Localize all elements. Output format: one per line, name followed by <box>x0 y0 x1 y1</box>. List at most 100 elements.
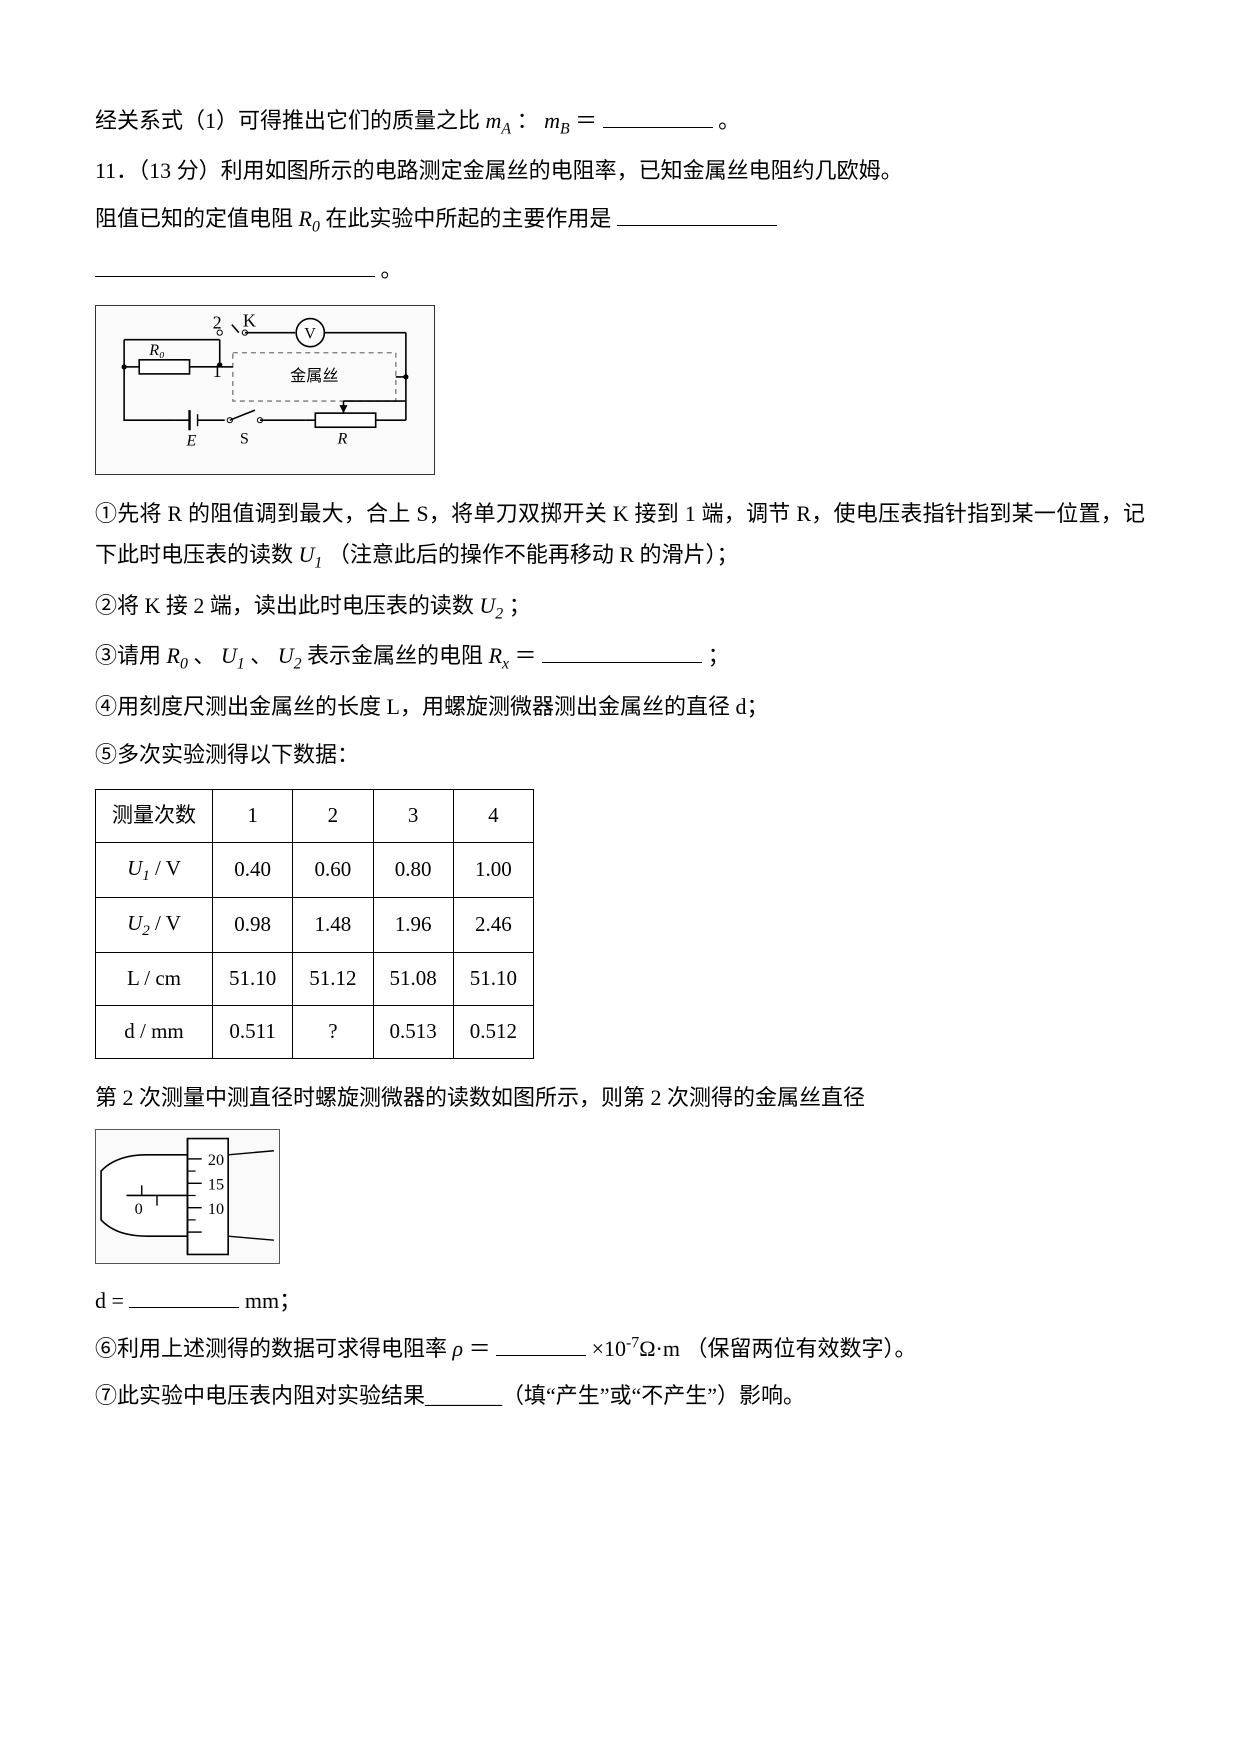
data-table-wrap: 测量次数 1 2 3 4 U1 / V 0.40 0.60 0.80 1.00 … <box>95 789 1145 1059</box>
step2-post: ； <box>509 593 531 618</box>
intro-line3: 阻值已知的定值电阻 R0 在此实验中所起的主要作用是 <box>95 198 1145 242</box>
col-0: 测量次数 <box>96 790 213 843</box>
thimble-20: 20 <box>208 1151 224 1169</box>
label-R0: R₀ <box>148 341 164 358</box>
intro-line3-post: 在此实验中所起的主要作用是 <box>325 206 611 231</box>
s3-U1-var: U <box>221 643 237 668</box>
table-row: L / cm 51.10 51.12 51.08 51.10 <box>96 953 534 1006</box>
micrometer-svg: 0 20 15 10 <box>96 1130 279 1263</box>
s3-U2-var: U <box>278 643 294 668</box>
final-line: ⑦此实验中电压表内阻对实验结果_______（填“产生”或“不产生”）影响。 <box>95 1375 1145 1417</box>
step2-pre: ②将 K 接 2 端，读出此时电压表的读数 <box>95 593 474 618</box>
label-K: K <box>243 314 256 331</box>
label-1: 1 <box>213 360 222 380</box>
unit-pre: ×10 <box>592 1336 626 1361</box>
col-1: 1 <box>213 790 293 843</box>
step3-pre: ③请用 <box>95 643 161 668</box>
step3-eq: ＝ <box>515 643 537 668</box>
micrometer-intro: 第 2 次测量中测直径时螺旋测微器的读数如图所示，则第 2 次测得的金属丝直径 <box>95 1077 1145 1119</box>
step3-mid: 表示金属丝的电阻 <box>307 643 483 668</box>
rho-eq: ＝ <box>469 1336 491 1361</box>
table-cell: 0.511 <box>213 1006 293 1059</box>
U1-var: U <box>299 542 315 567</box>
U2-sub: 2 <box>495 605 503 622</box>
col-2: 2 <box>293 790 373 843</box>
intro-line2: 11．（13 分）利用如图所示的电路测定金属丝的电阻率，已知金属丝电阻约几欧姆。 <box>95 150 1145 192</box>
d-unit: mm； <box>245 1288 301 1313</box>
table-cell: 0.513 <box>373 1006 453 1059</box>
intro-line4: 。 <box>95 249 1145 291</box>
row-U2-sub: 2 <box>142 923 150 939</box>
s3-R0-var: R <box>167 643 180 668</box>
table-cell: 2.46 <box>453 898 533 953</box>
unit-exp: -7 <box>626 1334 639 1351</box>
label-2: 2 <box>213 314 222 333</box>
Rx-var: R <box>489 643 502 668</box>
label-wire: 金属丝 <box>290 367 338 385</box>
thimble-15: 15 <box>208 1175 224 1193</box>
unit-post: Ω·m <box>639 1336 680 1361</box>
col-3: 3 <box>373 790 453 843</box>
blank-rho <box>496 1334 586 1356</box>
label-S: S <box>240 430 249 447</box>
d-eq-label: d = <box>95 1288 124 1313</box>
table-cell: 0.60 <box>293 843 373 898</box>
intro-line1: 经关系式（1）可得推出它们的质量之比 mA ： mB ＝ 。 <box>95 100 1145 144</box>
s3-R0-sub: 0 <box>180 656 188 673</box>
R0-sub: 0 <box>312 219 320 236</box>
rho-var: ρ <box>453 1336 464 1361</box>
micrometer-figure: 0 20 15 10 <box>95 1129 280 1264</box>
col-4: 4 <box>453 790 533 843</box>
U2-var: U <box>479 593 495 618</box>
row-U1-var: U <box>127 856 142 880</box>
step1-post: （注意此后的操作不能再移动 R 的滑片）； <box>328 542 739 567</box>
blank-r0-role <box>617 204 777 226</box>
table-row: U2 / V 0.98 1.48 1.96 2.46 <box>96 898 534 953</box>
micrometer-result: d = mm； <box>95 1280 1145 1322</box>
mB-sub: B <box>560 120 570 137</box>
step-2: ②将 K 接 2 端，读出此时电压表的读数 U2 ； <box>95 585 1145 629</box>
row-U1-sub: 1 <box>142 868 150 884</box>
table-cell: 1.00 <box>453 843 533 898</box>
main-zero: 0 <box>135 1200 143 1218</box>
ratio-eq: ＝ <box>575 108 597 133</box>
blank-d-value <box>129 1286 239 1308</box>
row-U2-unit: / V <box>155 911 181 935</box>
blank-rx-expr <box>542 641 702 663</box>
U1-sub: 1 <box>314 555 322 572</box>
mA-var: m <box>486 108 502 133</box>
R0-var: R <box>299 206 312 231</box>
intro-pre-text: 经关系式（1）可得推出它们的质量之比 <box>95 108 480 133</box>
table-cell: 51.10 <box>213 953 293 1006</box>
step-3: ③请用 R0 、 U1 、 U2 表示金属丝的电阻 Rx ＝ ； <box>95 635 1145 679</box>
s3-sep1: 、 <box>193 643 215 668</box>
row-d-head: d / mm <box>96 1006 213 1059</box>
mB-var: m <box>544 108 560 133</box>
data-table: 测量次数 1 2 3 4 U1 / V 0.40 0.60 0.80 1.00 … <box>95 789 534 1059</box>
row-U1-head: U1 / V <box>96 843 213 898</box>
row-U1-unit: / V <box>155 856 181 880</box>
row-U2-head: U2 / V <box>96 898 213 953</box>
result-pre: ⑥利用上述测得的数据可求得电阻率 <box>95 1336 447 1361</box>
circuit-figure: 2 1 K V R₀ 金属丝 E S <box>95 305 435 475</box>
table-cell: 0.512 <box>453 1006 533 1059</box>
row-L-head: L / cm <box>96 953 213 1006</box>
ratio-sep: ： <box>517 108 539 133</box>
table-cell: 1.48 <box>293 898 373 953</box>
table-cell: 0.98 <box>213 898 293 953</box>
label-E: E <box>186 432 197 449</box>
circuit-svg: 2 1 K V R₀ 金属丝 E S <box>104 314 426 466</box>
step-1: ①先将 R 的阻值调到最大，合上 S，将单刀双掷开关 K 接到 1 端，调节 R… <box>95 493 1145 579</box>
table-cell: 51.10 <box>453 953 533 1006</box>
step3-post: ； <box>708 643 730 668</box>
blank-r0-role-2 <box>95 255 375 277</box>
blank-mass-ratio <box>603 106 713 128</box>
s3-sep2: 、 <box>250 643 272 668</box>
thimble-10: 10 <box>208 1200 224 1218</box>
table-cell: 51.12 <box>293 953 373 1006</box>
intro-line1-end: 。 <box>718 108 740 133</box>
label-R: R <box>336 430 347 447</box>
table-row: d / mm 0.511 ? 0.513 0.512 <box>96 1006 534 1059</box>
table-cell: 51.08 <box>373 953 453 1006</box>
step-4: ④用刻度尺测出金属丝的长度 L，用螺旋测微器测出金属丝的直径 d； <box>95 686 1145 728</box>
